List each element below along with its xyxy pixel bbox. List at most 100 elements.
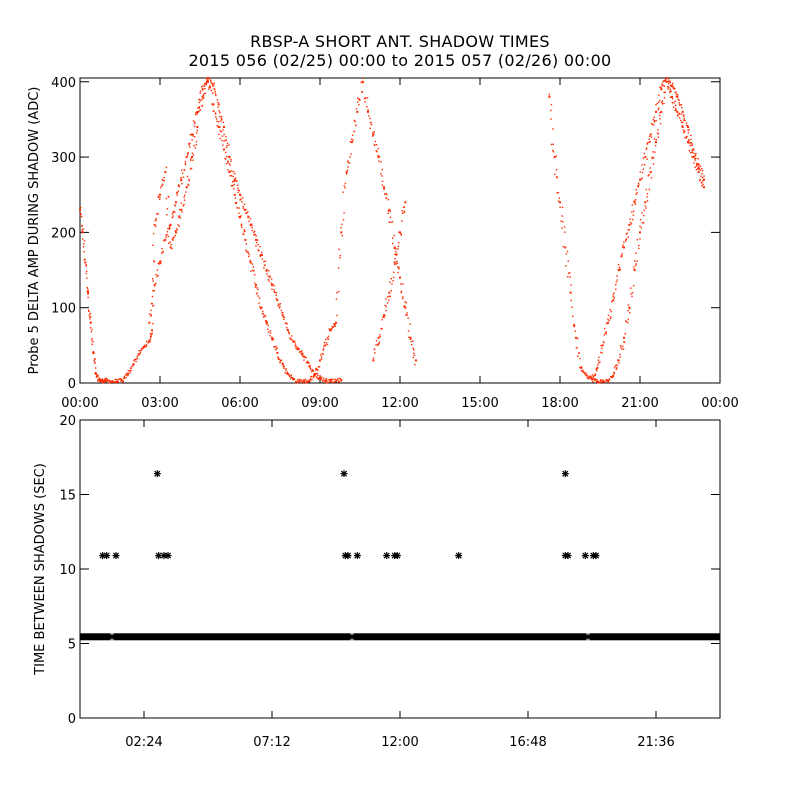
- data-point: [238, 212, 240, 214]
- data-point: [397, 271, 399, 274]
- data-point: [349, 156, 351, 158]
- data-point: [236, 184, 239, 187]
- data-point: [574, 330, 577, 332]
- data-point: [695, 168, 698, 171]
- data-point: [98, 378, 100, 380]
- data-point: [553, 156, 556, 159]
- data-point: [405, 301, 407, 304]
- data-point: [93, 361, 96, 363]
- data-point: [627, 236, 629, 238]
- data-point: [189, 142, 191, 145]
- data-point: [299, 351, 301, 353]
- data-point: [664, 91, 666, 94]
- data-point: [193, 125, 196, 128]
- data-point: [151, 302, 153, 305]
- data-point: [234, 197, 237, 199]
- data-point: [197, 107, 199, 109]
- data-point: [131, 365, 133, 367]
- data-point: [136, 355, 138, 358]
- data-point: [657, 133, 660, 135]
- data-point: [229, 164, 231, 166]
- data-point: [657, 136, 660, 138]
- data-point: [201, 104, 203, 107]
- data-point: [699, 165, 702, 167]
- data-point: [135, 360, 137, 363]
- data-point: [181, 211, 183, 213]
- data-point: [621, 255, 623, 257]
- data-point: [388, 208, 391, 211]
- data-point: [565, 265, 567, 267]
- data-point: [646, 143, 649, 145]
- data-point: [198, 101, 201, 104]
- data-point: [253, 274, 256, 276]
- data-point: [212, 103, 215, 106]
- data-point: [329, 329, 332, 332]
- data-point: [84, 258, 86, 261]
- data-point: [570, 284, 572, 286]
- bottom-frame: [79, 419, 721, 719]
- data-point: [259, 254, 261, 256]
- data-point: [342, 219, 345, 221]
- data-point: [276, 299, 279, 302]
- data-point: [265, 270, 267, 272]
- data-point: [337, 381, 340, 383]
- data-point: [592, 376, 595, 378]
- data-point: [661, 83, 663, 85]
- data-point: [360, 81, 362, 84]
- data-point: [275, 292, 278, 294]
- data-point: [669, 80, 671, 82]
- data-point: [652, 157, 655, 159]
- data-point: [300, 379, 302, 382]
- data-point: [582, 369, 584, 372]
- data-point: [610, 375, 613, 378]
- data-point: [585, 374, 588, 377]
- data-point: [133, 358, 136, 361]
- data-point: [152, 304, 155, 307]
- data-point: [564, 246, 567, 249]
- data-point: [652, 118, 655, 121]
- data-point: [580, 366, 583, 369]
- data-point: [364, 96, 367, 99]
- data-point: [294, 341, 296, 343]
- data-point: [362, 77, 364, 80]
- data-point: [337, 380, 340, 382]
- data-point: [672, 86, 674, 88]
- data-point: [610, 316, 612, 318]
- data-point: [604, 332, 607, 334]
- data-point: [263, 267, 265, 269]
- data-point: [133, 360, 135, 362]
- data-point: [247, 251, 249, 253]
- top-x-tick-label: 06:00: [221, 396, 258, 411]
- data-point: [703, 178, 705, 181]
- data-point: [676, 110, 679, 113]
- data-point: [633, 200, 635, 202]
- data-point: [372, 135, 374, 137]
- data-point: [312, 370, 315, 372]
- data-point: [138, 353, 141, 355]
- data-point: [265, 321, 268, 324]
- data-point: [322, 377, 325, 380]
- data-point: [313, 374, 315, 376]
- data-point: [677, 94, 679, 96]
- data-point: [267, 324, 269, 327]
- data-point: [691, 156, 693, 158]
- data-point: [610, 310, 612, 313]
- data-point: [662, 84, 664, 87]
- data-point: [674, 100, 676, 102]
- data-point: [317, 378, 320, 380]
- data-point: [328, 328, 330, 330]
- data-point: [247, 252, 249, 254]
- data-point: [282, 316, 284, 318]
- data-point: [679, 104, 681, 106]
- data-point: [304, 356, 306, 358]
- data-point: [337, 290, 340, 293]
- data-point: [289, 338, 292, 340]
- data-point: [384, 304, 386, 307]
- data-point: [214, 88, 216, 91]
- asterisk-stroke: [592, 552, 600, 559]
- data-point: [391, 283, 393, 285]
- data-point: [82, 228, 85, 230]
- asterisk-stroke: [455, 552, 462, 559]
- data-point: [640, 227, 643, 229]
- data-point: [640, 178, 642, 181]
